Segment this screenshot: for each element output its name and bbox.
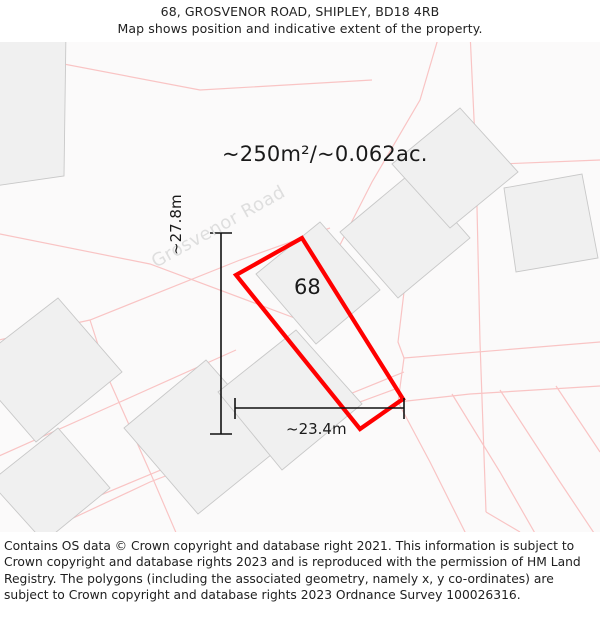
map-footer: Contains OS data © Crown copyright and d… (0, 532, 600, 625)
plot-number-label: 68 (294, 275, 321, 299)
building-footprints (0, 42, 599, 532)
map-canvas[interactable]: Grosvenor Road ~250m²/~0.062ac. 68 ~27.8… (0, 42, 600, 532)
property-boundary-polygon[interactable] (232, 235, 406, 432)
map-vector-layer (0, 42, 600, 532)
area-measurement-label: ~250m²/~0.062ac. (222, 142, 428, 166)
vertical-dimension-label: ~27.8m (167, 194, 185, 255)
page-title: 68, GROSVENOR ROAD, SHIPLEY, BD18 4RB (160, 4, 440, 19)
map-header: 68, GROSVENOR ROAD, SHIPLEY, BD18 4RB Ma… (0, 0, 600, 42)
vertical-dimension-line (210, 232, 232, 435)
copyright-notice: Contains OS data © Crown copyright and d… (4, 539, 581, 603)
horizontal-dimension-line (234, 398, 405, 419)
horizontal-dimension-label: ~23.4m (286, 420, 347, 438)
page-subtitle: Map shows position and indicative extent… (117, 21, 483, 36)
